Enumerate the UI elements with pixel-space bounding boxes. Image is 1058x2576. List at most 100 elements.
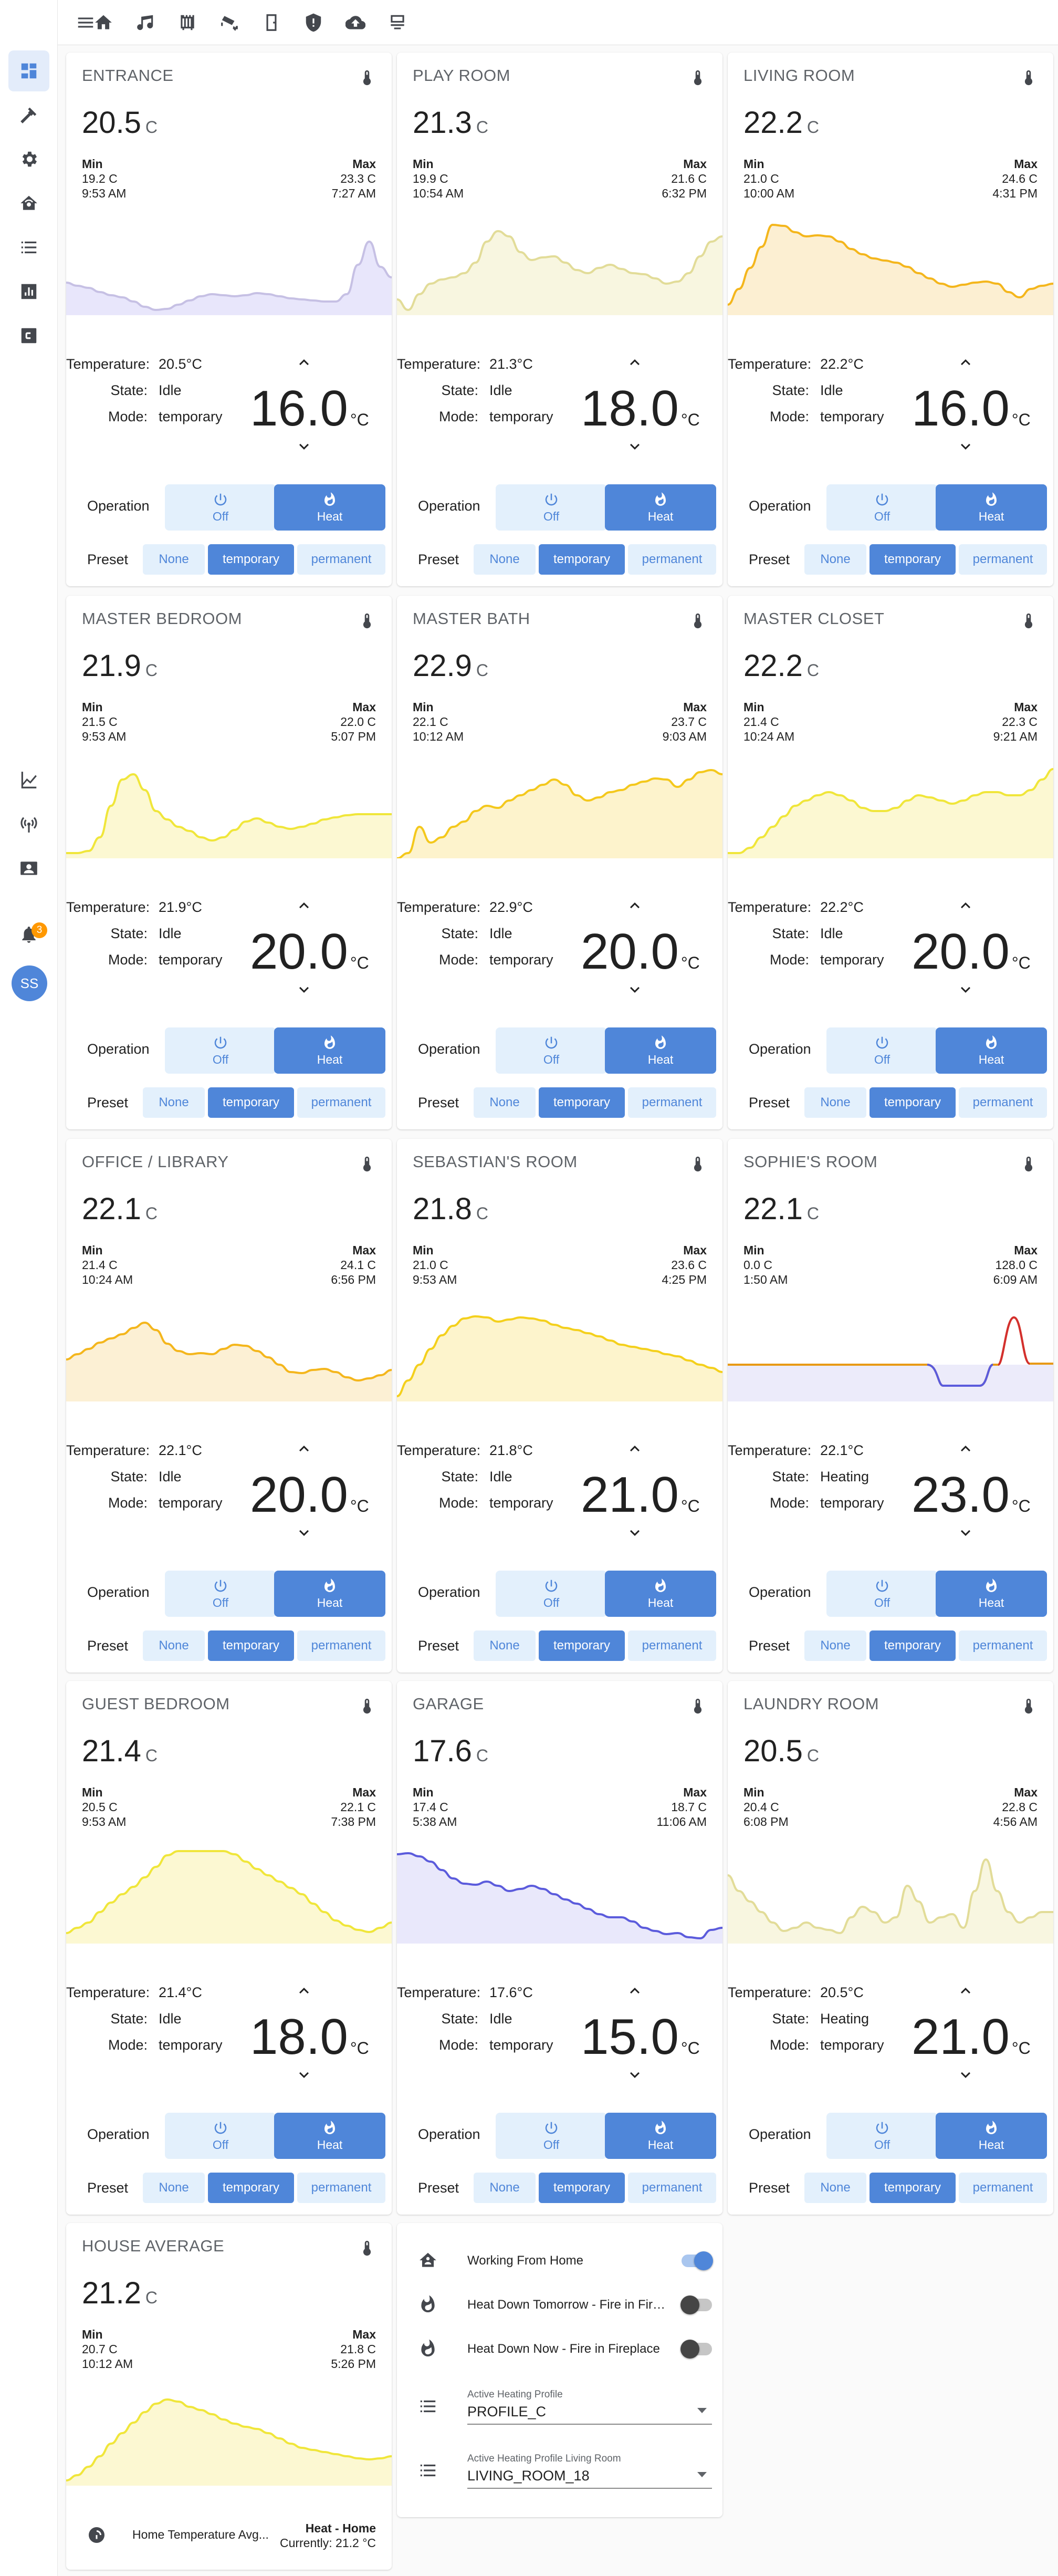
menu-icon[interactable] (74, 11, 98, 35)
decrease-setpoint-button[interactable] (291, 1523, 317, 1542)
operation-off-button[interactable]: Off (165, 1571, 276, 1617)
preset-permanent-button[interactable]: permanent (628, 2173, 716, 2203)
preset-temporary-button[interactable]: temporary (870, 1087, 956, 1118)
thermostat-card[interactable]: PLAY ROOM 21.3 C Min 19.9 C 10:54 AM Max 21.6 C… (397, 53, 722, 586)
operation-off-button[interactable]: Off (165, 1027, 276, 1074)
increase-setpoint-button[interactable] (291, 353, 317, 372)
preset-temporary-button[interactable]: temporary (870, 2173, 956, 2203)
preset-none-button[interactable]: None (143, 1630, 205, 1661)
preset-permanent-button[interactable]: permanent (628, 544, 716, 575)
thermostat-card[interactable]: MASTER BEDROOM 21.9 C Min 21.5 C 9:53 AM Max 22… (66, 596, 392, 1129)
preset-permanent-button[interactable]: permanent (628, 1087, 716, 1118)
list-icon[interactable] (8, 227, 49, 268)
thermostat-card[interactable]: LIVING ROOM 22.2 C Min 21.0 C 10:00 AM Max 24.6… (728, 53, 1053, 586)
preset-temporary-button[interactable]: temporary (208, 1087, 294, 1118)
house-average-card[interactable]: HOUSE AVERAGE 21.2 C Min 20.7 C 10:12 AM Ma… (66, 2223, 392, 2570)
operation-heat-button[interactable]: Heat (274, 1027, 385, 1074)
preset-none-button[interactable]: None (474, 1087, 536, 1118)
operation-off-button[interactable]: Off (496, 2113, 607, 2159)
preset-none-button[interactable]: None (474, 544, 536, 575)
chart-line-icon[interactable] (8, 760, 49, 801)
increase-setpoint-button[interactable] (952, 1981, 979, 2000)
thermostat-card[interactable]: SEBASTIAN'S ROOM 21.8 C Min 21.0 C 9:53 AM Max… (397, 1139, 722, 1673)
dropdown-caret-icon[interactable] (697, 2472, 707, 2477)
thermostat-card[interactable]: SOPHIE'S ROOM 22.1 C Min 0.0 C 1:50 AM Max 128.… (728, 1139, 1053, 1673)
preset-temporary-button[interactable]: temporary (208, 2173, 294, 2203)
increase-setpoint-button[interactable] (952, 353, 979, 372)
preset-none-button[interactable]: None (804, 1630, 866, 1661)
preset-permanent-button[interactable]: permanent (297, 1630, 385, 1661)
preset-temporary-button[interactable]: temporary (870, 544, 956, 575)
heat-down-now-toggle[interactable] (680, 2340, 712, 2359)
operation-heat-button[interactable]: Heat (274, 2113, 385, 2159)
dashboard-icon[interactable] (8, 50, 49, 91)
notifications-button[interactable]: 3 (8, 914, 49, 955)
radio-tower-icon[interactable] (8, 804, 49, 845)
cctv-icon[interactable] (217, 11, 242, 35)
decrease-setpoint-button[interactable] (291, 437, 317, 456)
preset-permanent-button[interactable]: permanent (959, 2173, 1047, 2203)
operation-heat-button[interactable]: Heat (605, 1571, 716, 1617)
increase-setpoint-button[interactable] (952, 1439, 979, 1458)
preset-permanent-button[interactable]: permanent (297, 1087, 385, 1118)
home-automation-icon[interactable] (8, 183, 49, 224)
thermostat-card[interactable]: GUEST BEDROOM 21.4 C Min 20.5 C 9:53 AM Max 22.… (66, 1681, 392, 2215)
preset-temporary-button[interactable]: temporary (539, 544, 625, 575)
shield-icon[interactable] (301, 11, 326, 35)
operation-off-button[interactable]: Off (165, 484, 276, 531)
preset-permanent-button[interactable]: permanent (959, 544, 1047, 575)
thermostat-card[interactable]: MASTER CLOSET 22.2 C Min 21.4 C 10:24 AM Max 22… (728, 596, 1053, 1129)
preset-temporary-button[interactable]: temporary (539, 2173, 625, 2203)
decrease-setpoint-button[interactable] (952, 980, 979, 999)
preset-none-button[interactable]: None (143, 544, 205, 575)
increase-setpoint-button[interactable] (952, 896, 979, 915)
preset-temporary-button[interactable]: temporary (870, 1630, 956, 1661)
decrease-setpoint-button[interactable] (622, 980, 648, 999)
operation-heat-button[interactable]: Heat (274, 1571, 385, 1617)
decrease-setpoint-button[interactable] (291, 2065, 317, 2084)
preset-permanent-button[interactable]: permanent (959, 1630, 1047, 1661)
operation-heat-button[interactable]: Heat (936, 1571, 1047, 1617)
cloud-upload-icon[interactable] (343, 11, 368, 35)
operation-off-button[interactable]: Off (496, 484, 607, 531)
operation-off-button[interactable]: Off (826, 2113, 938, 2159)
heat-down-now-row[interactable]: Heat Down Now - Fire in Fireplace (418, 2333, 712, 2365)
preset-temporary-button[interactable]: temporary (208, 544, 294, 575)
increase-setpoint-button[interactable] (622, 1439, 648, 1458)
working-from-home-row[interactable]: Working From Home (418, 2245, 713, 2277)
avatar[interactable]: SS (12, 965, 47, 1001)
preset-none-button[interactable]: None (804, 2173, 866, 2203)
thermostat-card[interactable]: GARAGE 17.6 C Min 17.4 C 5:38 AM Max 18.7 C 11:0… (397, 1681, 722, 2215)
working-from-home-toggle[interactable] (682, 2251, 713, 2270)
increase-setpoint-button[interactable] (291, 896, 317, 915)
preset-temporary-button[interactable]: temporary (539, 1630, 625, 1661)
preset-none-button[interactable]: None (474, 1630, 536, 1661)
account-box-icon[interactable] (8, 848, 49, 889)
cog-icon[interactable] (8, 139, 49, 180)
operation-off-button[interactable]: Off (826, 484, 938, 531)
active-heating-profile-select[interactable]: Active Heating Profile PROFILE_C (418, 2389, 712, 2431)
increase-setpoint-button[interactable] (622, 353, 648, 372)
operation-heat-button[interactable]: Heat (274, 484, 385, 531)
hammer-icon[interactable] (8, 95, 49, 136)
preset-none-button[interactable]: None (143, 1087, 205, 1118)
increase-setpoint-button[interactable] (622, 1981, 648, 2000)
c-box-icon[interactable] (8, 315, 49, 356)
dropdown-caret-icon[interactable] (697, 2408, 707, 2413)
operation-off-button[interactable]: Off (826, 1027, 938, 1074)
server-icon[interactable] (385, 11, 410, 35)
decrease-setpoint-button[interactable] (291, 980, 317, 999)
decrease-setpoint-button[interactable] (952, 1523, 979, 1542)
operation-heat-button[interactable]: Heat (936, 2113, 1047, 2159)
preset-none-button[interactable]: None (804, 544, 866, 575)
home-icon[interactable] (91, 11, 116, 35)
radiator-icon[interactable] (175, 11, 200, 35)
preset-none-button[interactable]: None (804, 1087, 866, 1118)
operation-off-button[interactable]: Off (496, 1027, 607, 1074)
decrease-setpoint-button[interactable] (952, 437, 979, 456)
operation-heat-button[interactable]: Heat (605, 1027, 716, 1074)
thermostat-card[interactable]: MASTER BATH 22.9 C Min 22.1 C 10:12 AM Max 23.7… (397, 596, 722, 1129)
thermostat-card[interactable]: LAUNDRY ROOM 20.5 C Min 20.4 C 6:08 PM Max 22.8… (728, 1681, 1053, 2215)
increase-setpoint-button[interactable] (622, 896, 648, 915)
operation-heat-button[interactable]: Heat (936, 1027, 1047, 1074)
